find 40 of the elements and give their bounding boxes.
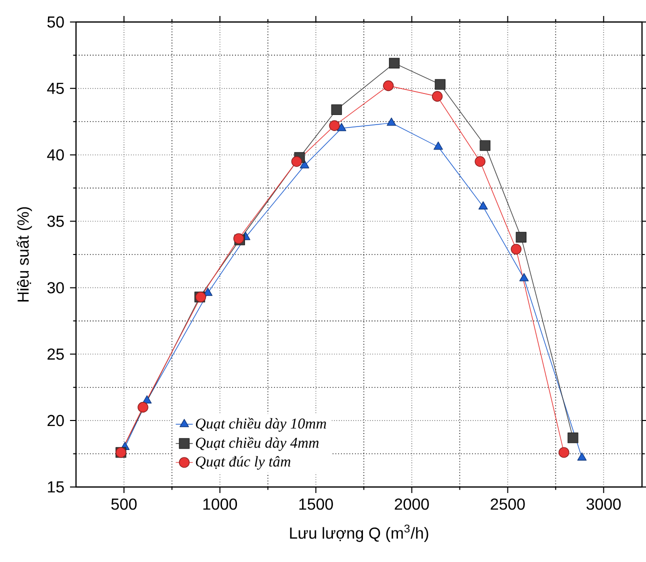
point xyxy=(568,432,578,444)
x-tick-label: 1000 xyxy=(203,498,237,510)
legend-label: Quạt chiều dày 4mm xyxy=(196,436,319,451)
point xyxy=(516,232,526,243)
y-tick-label: 40 xyxy=(47,149,64,160)
point xyxy=(577,452,587,461)
y-tick-label: 15 xyxy=(48,481,64,493)
legend-label: Quạt chiều dày 10mm xyxy=(196,418,326,432)
point xyxy=(519,273,529,282)
y-axis-title: Hiệu suất (%) xyxy=(16,207,32,302)
x-tick-label: 1500 xyxy=(299,498,333,510)
point xyxy=(291,156,302,167)
x-axis-title: Lưu lượng Q (m$^{3}$/h) xyxy=(290,524,428,542)
point xyxy=(383,80,394,92)
y-tick-label: 20 xyxy=(48,414,64,426)
point xyxy=(434,142,443,150)
point xyxy=(336,122,346,132)
y-tick-label: 25 xyxy=(48,348,64,360)
y-tick-label: 45 xyxy=(47,82,64,94)
x-tick-label: 3000 xyxy=(586,498,621,510)
y-tick-label: 35 xyxy=(47,216,64,227)
point xyxy=(331,104,342,116)
point xyxy=(386,118,396,126)
x-tick-label: 500 xyxy=(111,498,137,510)
x-tick-label: 2500 xyxy=(490,498,525,510)
point xyxy=(388,58,400,69)
point xyxy=(300,160,310,168)
point xyxy=(558,447,570,458)
y-tick-label: 30 xyxy=(47,282,64,294)
point xyxy=(510,244,522,255)
point xyxy=(432,91,443,102)
point xyxy=(434,79,446,90)
point xyxy=(478,201,488,210)
point xyxy=(138,402,148,413)
x-tick-label: 2000 xyxy=(394,498,429,510)
point xyxy=(474,156,486,167)
point xyxy=(329,120,340,131)
y-tick-label: 50 xyxy=(47,16,64,28)
point xyxy=(480,140,490,151)
legend-label: Quạt đúc ly tâm xyxy=(196,456,290,470)
